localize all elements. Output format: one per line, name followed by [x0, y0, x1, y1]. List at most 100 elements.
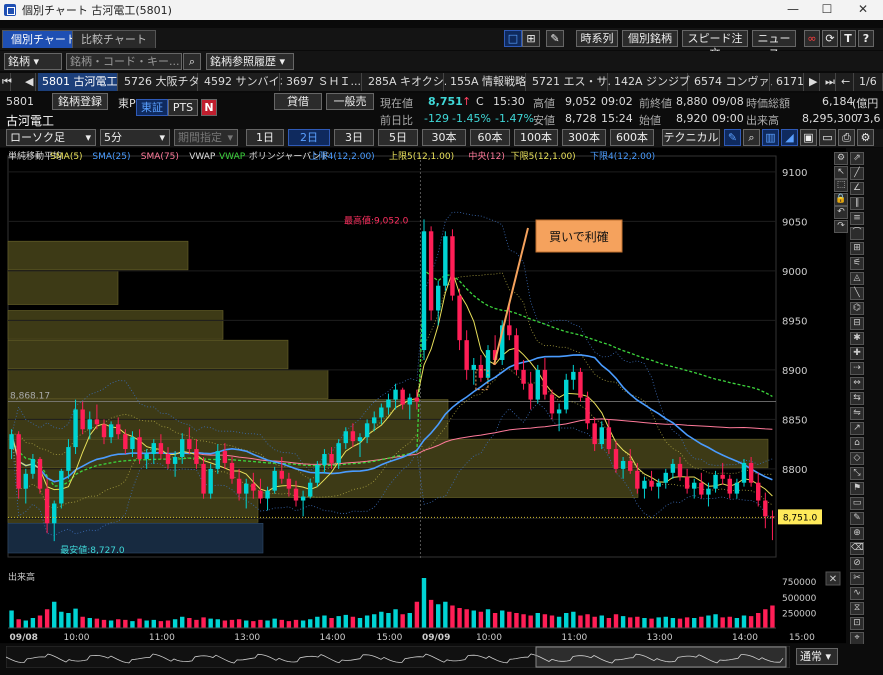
navigator-minimap[interactable]	[6, 646, 790, 668]
save-icon[interactable]: ▣	[800, 129, 817, 146]
search-icon[interactable]: ⌕	[183, 53, 201, 70]
help-button[interactable]: ?	[858, 30, 874, 47]
last-ticker-icon[interactable]: ⏭	[822, 73, 836, 91]
drawing-tool-icon[interactable]: ◬	[850, 272, 864, 285]
zoom-icon[interactable]: ⌕	[743, 129, 760, 146]
timeseries-button[interactable]: 時系列	[576, 30, 618, 47]
news-n-icon[interactable]: N	[201, 99, 217, 116]
range-button[interactable]: 300本	[562, 129, 606, 146]
speed-order-button[interactable]: スピード注文	[682, 30, 748, 60]
drawing-tool-icon[interactable]: ∥	[850, 197, 864, 210]
mode-select[interactable]: 通常 ▾	[796, 648, 838, 665]
drawing-tool-icon[interactable]: ⌂	[850, 437, 864, 450]
drawing-tool-icon[interactable]: ✱	[850, 332, 864, 345]
ticker-tab[interactable]: 6574 コンヴァノ	[690, 73, 781, 91]
drawing-tool-icon[interactable]: ⧖	[850, 602, 864, 615]
link-icon[interactable]: ∞	[804, 30, 820, 47]
print-icon[interactable]: ⎙	[838, 129, 855, 146]
range-button[interactable]: 600本	[610, 129, 654, 146]
settings-gear-icon[interactable]: ⚙	[857, 129, 874, 146]
drawing-tool-icon[interactable]: ⚑	[850, 482, 864, 495]
drawing-tool-icon[interactable]: ╱	[850, 167, 864, 180]
drawing-tool-icon[interactable]: ✎	[850, 512, 864, 525]
area-chart-icon[interactable]: ◢	[781, 129, 798, 146]
grid-layout-icon[interactable]: ⊞	[522, 30, 540, 47]
ticker-tab[interactable]: 5726 大阪チタ	[120, 73, 200, 91]
ticker-tab[interactable]: 5801 古河電工	[38, 73, 118, 91]
drawing-tool-icon[interactable]: ⌫	[850, 542, 864, 555]
refresh-icon[interactable]: ⟳	[822, 30, 838, 47]
cursor-icon[interactable]: ↖	[834, 165, 848, 179]
drawing-tool-icon[interactable]: ≡	[850, 212, 864, 225]
drawing-tool-icon[interactable]: ⇔	[850, 377, 864, 390]
draw-pen-icon[interactable]: ✎	[724, 129, 741, 146]
maximize-button[interactable]: ☐	[821, 2, 833, 16]
undo-icon[interactable]: ↶	[834, 206, 848, 219]
first-ticker-icon[interactable]: ⏮	[0, 73, 12, 91]
interval-select[interactable]: 5分 ▾	[100, 129, 170, 146]
redo-icon[interactable]: ↷	[834, 219, 848, 233]
bar-chart-icon[interactable]: ▥	[762, 129, 779, 146]
next-ticker-icon[interactable]: ▶	[806, 73, 820, 91]
drawing-tool-icon[interactable]: ⊘	[850, 557, 864, 570]
drawing-tool-icon[interactable]: ⌬	[850, 302, 864, 315]
text-icon[interactable]: T	[840, 30, 856, 47]
tab-individual-chart[interactable]: 個別チャート	[2, 30, 86, 48]
individual-stock-button[interactable]: 個別銘柄	[622, 30, 678, 47]
chart-type-select[interactable]: ローソク足 ▾	[6, 129, 96, 146]
drawing-tool-icon[interactable]: ╲	[850, 287, 864, 300]
ticker-tab[interactable]: 142A ジンジブ	[610, 73, 690, 91]
ticker-tab[interactable]: 6171	[772, 73, 804, 91]
drawing-tool-icon[interactable]: ⌒	[850, 227, 864, 240]
pts-toggle[interactable]: PTS	[168, 99, 198, 116]
single-layout-icon[interactable]: □	[504, 30, 522, 47]
search-input[interactable]: 銘柄・コード・キー... ▾	[66, 53, 182, 83]
period-select[interactable]: 期間指定 ▾	[174, 129, 238, 146]
minimize-button[interactable]: —	[787, 2, 799, 16]
range-button[interactable]: 60本	[470, 129, 510, 146]
range-button[interactable]: 3日	[334, 129, 374, 146]
prev-ticker-icon[interactable]: ◀	[22, 73, 36, 91]
drawing-tool-icon[interactable]: ⊞	[850, 242, 864, 255]
drawing-tool-icon[interactable]: ✚	[850, 347, 864, 360]
drawing-tool-icon[interactable]: ◇	[850, 452, 864, 465]
drawing-tool-icon[interactable]: ↗	[850, 422, 864, 435]
tab-compare-chart[interactable]: 比較チャート	[72, 30, 156, 48]
drawing-tool-icon[interactable]: ∿	[850, 587, 864, 600]
register-button[interactable]: 銘柄登録	[52, 93, 108, 110]
close-button[interactable]: ✕	[857, 2, 869, 16]
ticker-tab[interactable]: 155A 情報戦略	[446, 73, 526, 91]
drawing-tool-icon[interactable]: ▭	[850, 497, 864, 510]
drawing-tool-icon[interactable]: ⊕	[850, 527, 864, 540]
settings-icon[interactable]: ⚙	[834, 152, 848, 165]
history-select[interactable]: 銘柄参照履歴 ▾	[206, 53, 294, 70]
range-button[interactable]: 1日	[246, 129, 284, 146]
pen-icon[interactable]: ✎	[546, 30, 564, 47]
drawing-tool-icon[interactable]: ✂	[850, 572, 864, 585]
news-button[interactable]: ニュース	[752, 30, 796, 60]
drawing-tool-icon[interactable]: ⇢	[850, 362, 864, 375]
back-arrow-icon[interactable]: ←	[838, 73, 854, 91]
search-kind-select[interactable]: 銘柄 ▾	[4, 53, 62, 70]
lock-icon[interactable]: 🔒	[834, 192, 848, 206]
select-icon[interactable]: ⬚	[834, 179, 848, 192]
ticker-tab[interactable]: 4592 サンバイオ	[200, 73, 291, 91]
ticker-tab[interactable]: 5721 エス・サ...	[528, 73, 618, 91]
range-button[interactable]: 5日	[378, 129, 418, 146]
range-button[interactable]: 100本	[514, 129, 558, 146]
drawing-tool-icon[interactable]: ⊡	[850, 617, 864, 630]
range-button[interactable]: 30本	[422, 129, 466, 146]
drawing-tool-icon[interactable]: ∠	[850, 182, 864, 195]
ticker-tab[interactable]: 285A キオクシ...	[364, 73, 454, 91]
drawing-tool-icon[interactable]: ⚟	[850, 257, 864, 270]
drawing-tool-icon[interactable]: ⤡	[850, 467, 864, 480]
volume-chart[interactable]: 出来高 ✕ 750000 500000 250000 09/08 10:00 11:00 13:…	[0, 570, 846, 643]
range-button[interactable]: 2日	[288, 129, 330, 146]
folder-icon[interactable]: ▭	[819, 129, 836, 146]
drawing-tool-icon[interactable]: ⇗	[850, 152, 864, 165]
drawing-tool-icon[interactable]: ⇋	[850, 407, 864, 420]
ticker-tab[interactable]: 3697 ＳＨＩ...	[282, 73, 362, 91]
drawing-tool-icon[interactable]: ⊟	[850, 317, 864, 330]
technical-button[interactable]: テクニカル	[662, 129, 720, 146]
